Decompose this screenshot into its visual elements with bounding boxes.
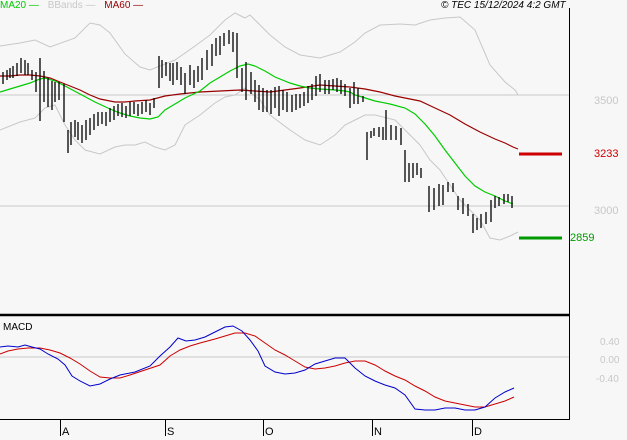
x-label-sep: S (167, 426, 175, 438)
price-tick-3000: 3000 (594, 205, 619, 217)
copyright-timestamp: © TEC 15/12/2024 4:2 GMT (441, 0, 566, 11)
legend-bbands-label: BBands (47, 0, 83, 11)
x-label-dec: D (474, 426, 482, 438)
x-label-nov: N (374, 426, 382, 438)
ma20-line (0, 63, 514, 205)
legend-ma60: MA60 — (104, 0, 144, 11)
legend-ma60-label: MA60 (104, 0, 131, 11)
macd-line (0, 325, 515, 411)
macd-signal-line (0, 332, 515, 408)
price-marker-3233: 3233 (594, 148, 619, 160)
price-marker-2859: 2859 (570, 232, 595, 244)
x-label-oct: O (265, 426, 274, 438)
macd-tick-0-40: 0.40 (600, 337, 620, 348)
ohlc-bars (2, 30, 513, 233)
x-label-aug: A (62, 426, 70, 438)
chart-legend: MA20 — BBands — MA60 — (0, 0, 149, 12)
bband-lower-line (0, 87, 519, 241)
ma60-line (0, 74, 519, 150)
legend-bbands: BBands — (47, 0, 96, 11)
x-axis-ticks (60, 420, 473, 436)
legend-ma20: MA20 — (0, 0, 39, 11)
macd-tick-neg-0-40: -0.40 (596, 374, 619, 385)
macd-tick-0-00: 0.00 (600, 355, 620, 366)
price-tick-3500: 3500 (594, 95, 619, 107)
legend-ma20-label: MA20 (0, 0, 27, 11)
bband-upper-line (0, 12, 519, 96)
macd-title: MACD (3, 322, 33, 333)
